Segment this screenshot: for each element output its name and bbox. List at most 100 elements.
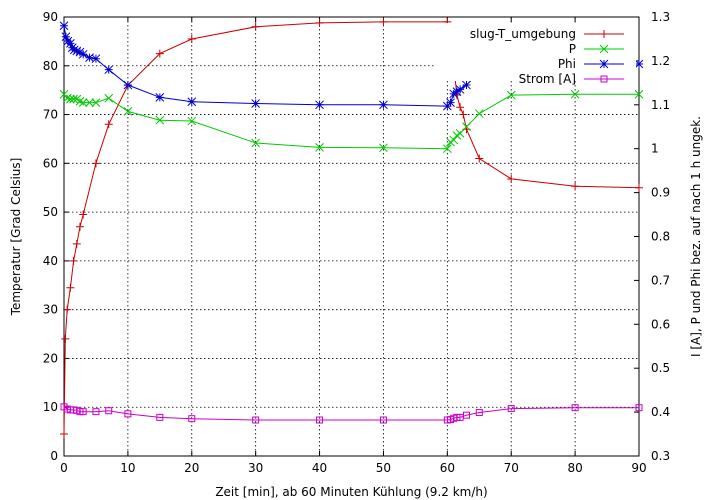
data-point: [60, 430, 68, 439]
series-cross: [59, 89, 644, 154]
data-point: [507, 174, 516, 183]
data-point: [442, 144, 452, 154]
data-point: [155, 115, 165, 125]
y-tick-label: 0: [50, 449, 58, 463]
data-point: [85, 53, 94, 62]
data-point: [251, 22, 260, 31]
y-tick-label: 60: [43, 156, 58, 170]
y-tick-label: 40: [43, 254, 58, 268]
data-point: [79, 408, 87, 416]
data-point: [463, 411, 470, 419]
data-point: [69, 94, 78, 104]
y2-tick-label: 1.2: [651, 54, 670, 68]
y2-tick-label: 0.6: [651, 317, 670, 331]
data-point: [66, 94, 75, 104]
data-point: [635, 183, 643, 192]
data-point: [92, 408, 100, 416]
y2-tick-label: 1.1: [651, 98, 670, 112]
y-tick-label: 90: [43, 10, 58, 24]
data-point: [600, 75, 608, 83]
data-point: [72, 239, 81, 248]
data-point: [75, 96, 85, 106]
data-point: [379, 416, 387, 424]
data-point: [104, 120, 113, 129]
x-tick-label: 20: [184, 461, 199, 475]
y-tick-label: 20: [43, 351, 58, 365]
data-point: [61, 32, 71, 42]
data-point: [459, 110, 468, 119]
data-point: [72, 46, 82, 56]
axis-ticks: 0 10 20 30 40 50 60 70 80 90 0 10 20 30 40 50 60 70 80 90 0.…: [43, 10, 670, 475]
y2-tick-label: 0.9: [651, 186, 670, 200]
data-point: [188, 415, 196, 423]
data-point: [570, 89, 580, 99]
y-axis-label: Temperatur [Grad Celsius]: [9, 158, 23, 317]
data-point: [104, 93, 114, 103]
data-point: [123, 80, 133, 90]
y2-tick-label: 1: [651, 142, 659, 156]
data-point: [456, 103, 465, 112]
data-point: [59, 89, 69, 99]
x-tick-label: 90: [631, 461, 646, 475]
data-point: [104, 65, 114, 75]
legend-label: Phi: [558, 57, 576, 71]
data-point: [379, 100, 388, 110]
data-point: [155, 49, 164, 58]
data-point: [600, 30, 608, 38]
data-point: [379, 143, 388, 153]
data-point: [252, 416, 260, 424]
data-point: [315, 143, 324, 152]
x-tick-label: 30: [248, 461, 263, 475]
data-point: [78, 98, 88, 107]
x-axis-label: Zeit [min], ab 60 Minuten Kühlung (9.2 k…: [215, 485, 487, 499]
y-tick-label: 70: [43, 108, 58, 122]
y2-tick-label: 1.3: [651, 10, 670, 24]
x-tick-label: 10: [120, 461, 135, 475]
data-point: [251, 99, 261, 108]
data-point: [449, 89, 459, 99]
data-point: [474, 109, 484, 118]
y2-axis-label: I [A], P und Phi bez. auf nach 1 h ungek…: [689, 116, 703, 357]
data-point: [91, 159, 100, 168]
data-point: [66, 38, 75, 48]
y2-tick-label: 0.5: [651, 361, 670, 375]
grid-lines: [64, 17, 639, 456]
data-point: [315, 100, 324, 110]
y-tick-label: 30: [43, 303, 58, 317]
series-star: [59, 21, 644, 111]
y2-tick-label: 0.8: [651, 230, 670, 244]
data-point: [315, 18, 324, 27]
x-tick-label: 70: [504, 461, 519, 475]
data-point: [79, 210, 88, 219]
x-tick-label: 50: [376, 461, 391, 475]
data-point: [187, 116, 197, 126]
x-tick-label: 60: [440, 461, 455, 475]
data-point: [462, 80, 471, 90]
data-point: [446, 98, 455, 107]
data-point: [571, 182, 580, 191]
data-point: [75, 47, 85, 57]
data-point: [455, 85, 465, 94]
data-point: [69, 45, 79, 55]
data-point: [571, 404, 579, 412]
legend-label: Strom [A]: [519, 72, 576, 86]
data-point: [75, 222, 84, 231]
data-point: [66, 283, 75, 292]
legend-label: P: [569, 42, 576, 56]
data-point: [634, 59, 644, 69]
data-point: [316, 416, 324, 424]
series-layer: [59, 17, 644, 439]
data-point: [462, 122, 471, 132]
data-point: [155, 92, 165, 102]
legend-background: [436, 23, 636, 81]
data-point: [123, 107, 133, 116]
data-point: [507, 405, 515, 413]
data-point: [251, 138, 261, 148]
data-point: [379, 17, 388, 26]
data-point: [187, 34, 196, 43]
data-point: [506, 90, 516, 100]
data-point: [634, 89, 644, 99]
data-point: [91, 54, 101, 64]
